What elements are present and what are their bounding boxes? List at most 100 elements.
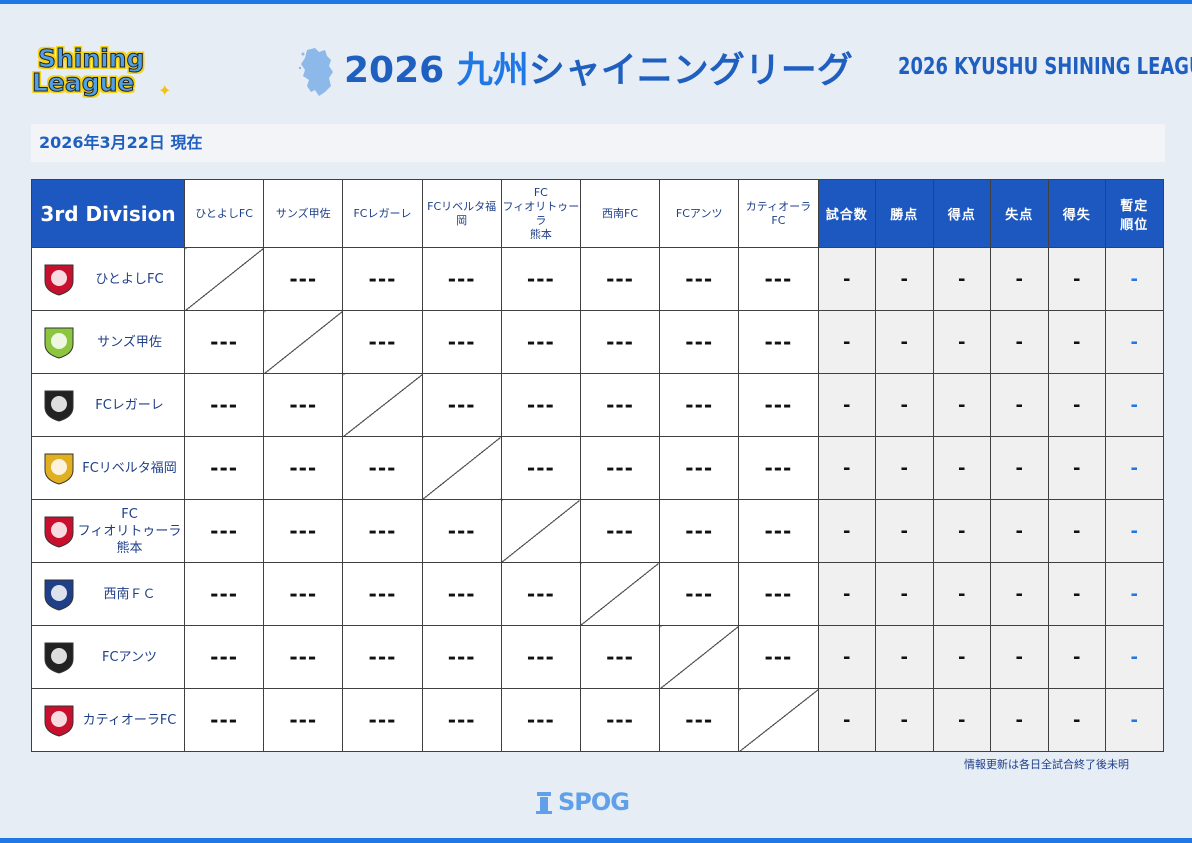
team-cell: ひとよしFC <box>31 247 185 311</box>
result-cell: --- <box>579 247 661 311</box>
result-cell: --- <box>500 562 581 626</box>
update-note: 情報更新は各日全試合終了後未明 <box>964 758 1129 771</box>
self-match-cell <box>500 499 581 563</box>
rank-cell: - <box>1105 562 1164 626</box>
stat-cell: - <box>990 373 1049 437</box>
stat-cell: - <box>990 688 1049 752</box>
team-cell: FCアンツ <box>31 625 185 689</box>
rank-cell: - <box>1105 625 1164 689</box>
result-cell: --- <box>421 310 502 374</box>
shining-league-logo: Shining League ✦ <box>31 44 177 104</box>
result-cell: --- <box>659 688 740 752</box>
result-cell: --- <box>183 436 265 500</box>
title-name: シャイニングリーグ <box>528 50 853 91</box>
result-cell: --- <box>263 562 344 626</box>
team-crest-icon <box>41 639 77 675</box>
opponent-header: カティオーラFC <box>738 179 819 248</box>
rank-cell: - <box>1105 436 1164 500</box>
team-name-line: FCアンツ <box>101 649 158 665</box>
stat-cell: - <box>817 499 876 563</box>
result-cell: --- <box>500 436 581 500</box>
stat-cell: - <box>817 310 876 374</box>
opponent-header: ひとよしFC <box>183 179 265 248</box>
result-cell: --- <box>659 247 740 311</box>
stat-header-line: 勝点 <box>890 208 919 223</box>
opponent-header-line: カティオーラFC <box>745 199 812 227</box>
result-cell: --- <box>579 373 661 437</box>
self-match-cell <box>421 436 502 500</box>
opponent-header: FCレガーレ <box>342 179 423 248</box>
result-cell: --- <box>183 625 265 689</box>
title-year: 2026 <box>344 50 445 91</box>
logo-line1: Shining <box>37 44 145 74</box>
result-cell: --- <box>263 499 344 563</box>
team-name-line: サンズ甲佐 <box>97 334 162 350</box>
opponent-header-line: ひとよしFC <box>195 206 253 220</box>
stat-cell: - <box>932 247 991 311</box>
result-cell: --- <box>500 247 581 311</box>
result-cell: --- <box>500 373 581 437</box>
stat-cell: - <box>1047 247 1106 311</box>
result-cell: --- <box>183 310 265 374</box>
self-match-cell <box>738 688 819 752</box>
stat-cell: - <box>932 310 991 374</box>
rank-cell: - <box>1105 688 1164 752</box>
result-cell: --- <box>738 625 819 689</box>
bottom-accent-bar <box>0 838 1192 843</box>
result-cell: --- <box>421 499 502 563</box>
self-match-cell <box>579 562 661 626</box>
team-cell: カティオーラFC <box>31 688 185 752</box>
result-cell: --- <box>738 373 819 437</box>
team-name: 西南ＦＣ <box>77 586 184 603</box>
stat-cell: - <box>875 625 934 689</box>
result-cell: --- <box>659 499 740 563</box>
team-crest-icon <box>41 702 77 738</box>
stat-cell: - <box>1047 373 1106 437</box>
team-name-line: カティオーラFC <box>82 712 177 728</box>
result-cell: --- <box>500 310 581 374</box>
stat-header-line: 試合数 <box>825 208 868 223</box>
stat-header: 試合数 <box>817 179 876 248</box>
team-name-line: 熊本 <box>116 540 143 556</box>
stat-cell: - <box>875 310 934 374</box>
opponent-header-line: FCレガーレ <box>353 206 412 220</box>
as-of-date: 2026年3月22日 現在 <box>39 133 203 152</box>
opponent-header: FCリベルタ福岡 <box>421 179 502 248</box>
kyushu-map-icon <box>298 48 333 96</box>
result-cell: --- <box>342 688 423 752</box>
stat-cell: - <box>990 310 1049 374</box>
team-name: カティオーラFC <box>77 712 184 729</box>
team-cell: FC フィオリトゥーラ 熊本 <box>31 499 185 563</box>
result-cell: --- <box>263 373 344 437</box>
stat-cell: - <box>1047 562 1106 626</box>
stat-cell: - <box>932 562 991 626</box>
stat-cell: - <box>875 247 934 311</box>
stat-header-line: 得点 <box>947 208 976 223</box>
sponsor-mark-icon <box>536 792 552 814</box>
result-cell: --- <box>500 688 581 752</box>
opponent-header-line: FCリベルタ福岡 <box>427 199 497 227</box>
date-bar: 2026年3月22日 現在 <box>31 124 1165 162</box>
stat-cell: - <box>817 247 876 311</box>
result-cell: --- <box>342 625 423 689</box>
stat-cell: - <box>1047 688 1106 752</box>
team-crest-icon <box>41 576 77 612</box>
stat-cell: - <box>1047 436 1106 500</box>
team-crest-icon <box>41 324 77 360</box>
stat-header-line: 暫定 <box>1120 198 1149 214</box>
sparkle-icon: ✦ <box>158 81 172 100</box>
stat-cell: - <box>932 373 991 437</box>
opponent-header-line: 西南FC <box>602 206 639 220</box>
stat-cell: - <box>817 436 876 500</box>
opponent-header: サンズ甲佐 <box>263 179 344 248</box>
standings-table: 3rd Division ひとよしFC サンズ甲佐 FCレガーレ FCリベルタ福岡 FC フ… <box>31 179 1164 752</box>
team-name: FCリベルタ福岡 <box>77 460 184 477</box>
stat-cell: - <box>990 436 1049 500</box>
result-cell: --- <box>738 247 819 311</box>
team-crest-icon <box>41 513 77 549</box>
opponent-header: FC フィオリトゥーラ 熊本 <box>500 179 581 248</box>
rank-cell: - <box>1105 373 1164 437</box>
stat-cell: - <box>990 499 1049 563</box>
stat-cell: - <box>875 499 934 563</box>
division-header: 3rd Division <box>31 179 185 248</box>
